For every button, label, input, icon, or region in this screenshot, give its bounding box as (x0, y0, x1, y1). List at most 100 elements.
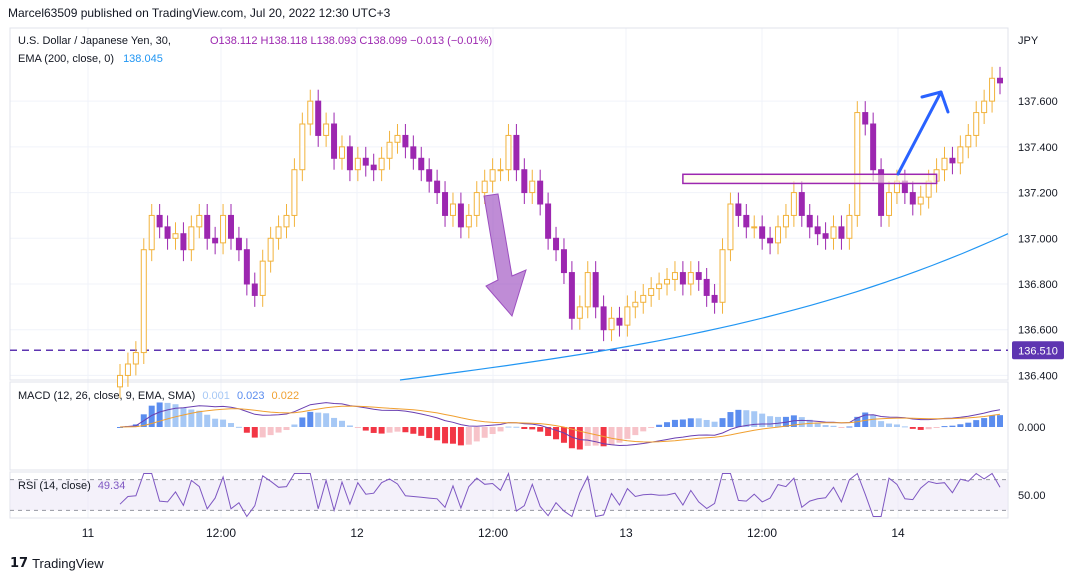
candle-body[interactable] (695, 272, 702, 280)
candle-body[interactable] (196, 214, 203, 228)
candle-body[interactable] (418, 157, 425, 171)
rsi-legend[interactable]: RSI (14, close) 49.34 (18, 480, 125, 492)
candle-body[interactable] (703, 278, 710, 296)
candle-body[interactable] (220, 214, 227, 244)
candle-body[interactable] (386, 141, 393, 159)
candle-body[interactable] (172, 233, 179, 239)
candle-body[interactable] (957, 146, 964, 164)
candle-body[interactable] (854, 112, 861, 216)
candle-body[interactable] (751, 226, 758, 229)
ema-legend[interactable]: EMA (200, close, 0) 138.045 (18, 53, 163, 65)
candle-body[interactable] (299, 123, 306, 171)
candle-body[interactable] (664, 278, 671, 285)
signal-line[interactable] (119, 405, 1001, 443)
candle-body[interactable] (687, 272, 694, 285)
candle-body[interactable] (949, 157, 956, 164)
candle-body[interactable] (870, 123, 877, 171)
candle-body[interactable] (917, 196, 924, 205)
candle-body[interactable] (378, 157, 385, 171)
candle-body[interactable] (180, 233, 187, 251)
candle-body[interactable] (941, 157, 948, 171)
candle-body[interactable] (513, 134, 520, 171)
candle-body[interactable] (997, 77, 1003, 84)
candle-body[interactable] (640, 294, 647, 303)
candle-body[interactable] (719, 249, 726, 303)
candle-body[interactable] (481, 180, 488, 194)
candle-body[interactable] (489, 169, 496, 182)
candle-body[interactable] (465, 214, 472, 228)
candle-body[interactable] (164, 226, 171, 239)
candle-body[interactable] (354, 157, 361, 171)
candle-body[interactable] (545, 203, 552, 239)
symbol-legend[interactable]: U.S. Dollar / Japanese Yen, 30, O138.112… (18, 35, 492, 47)
candle-body[interactable] (656, 283, 663, 290)
candle-body[interactable] (362, 157, 369, 166)
candle-body[interactable] (790, 192, 797, 216)
candle-body[interactable] (608, 317, 615, 331)
candle-body[interactable] (759, 226, 766, 239)
candle-body[interactable] (148, 214, 155, 251)
candle-body[interactable] (735, 203, 742, 216)
down-arrow-annotation[interactable] (483, 193, 527, 318)
candle-body[interactable] (497, 169, 504, 172)
candle-body[interactable] (124, 363, 131, 376)
candle-body[interactable] (394, 134, 401, 143)
candle-body[interactable] (767, 237, 774, 244)
candle-body[interactable] (521, 169, 528, 194)
candle-body[interactable] (442, 192, 449, 216)
candle-body[interactable] (275, 226, 282, 239)
candle-body[interactable] (822, 233, 829, 239)
candle-body[interactable] (973, 112, 980, 136)
candle-body[interactable] (370, 164, 377, 171)
candle-body[interactable] (576, 306, 583, 319)
candle-body[interactable] (624, 306, 631, 326)
candle-body[interactable] (878, 169, 885, 216)
macd-legend[interactable]: MACD (12, 26, close, 9, EMA, SMA) 0.001 … (18, 390, 299, 402)
candle-body[interactable] (267, 237, 274, 262)
candle-body[interactable] (204, 214, 211, 239)
candle-body[interactable] (568, 272, 575, 319)
candle-body[interactable] (846, 214, 853, 239)
candle-body[interactable] (402, 134, 409, 148)
candle-body[interactable] (775, 226, 782, 244)
candle-body[interactable] (632, 301, 639, 308)
candle-body[interactable] (830, 226, 837, 239)
candle-body[interactable] (243, 249, 250, 285)
candle-body[interactable] (529, 180, 536, 194)
candle-body[interactable] (798, 192, 805, 216)
candle-body[interactable] (965, 134, 972, 148)
candle-body[interactable] (505, 134, 512, 171)
candle-body[interactable] (473, 192, 480, 216)
candle-body[interactable] (862, 112, 869, 125)
candle-body[interactable] (331, 123, 338, 159)
candle-body[interactable] (989, 77, 996, 102)
candle-body[interactable] (251, 283, 258, 296)
candle-body[interactable] (743, 214, 750, 228)
candle-body[interactable] (188, 226, 195, 251)
ema-200-line[interactable] (399, 233, 1009, 381)
candle-body[interactable] (806, 214, 813, 228)
resistance-zone[interactable] (682, 173, 938, 185)
candle-body[interactable] (909, 192, 916, 205)
candle-body[interactable] (212, 237, 219, 244)
candle-body[interactable] (283, 214, 290, 228)
candle-body[interactable] (838, 226, 845, 239)
candle-body[interactable] (782, 214, 789, 228)
rsi-line[interactable] (119, 471, 1001, 518)
candle-body[interactable] (346, 146, 353, 171)
candle-body[interactable] (584, 272, 591, 308)
candle-body[interactable] (291, 169, 298, 216)
candle-body[interactable] (235, 237, 242, 251)
candle-body[interactable] (259, 260, 266, 296)
candle-body[interactable] (117, 374, 123, 388)
candle-body[interactable] (981, 100, 988, 114)
candle-body[interactable] (338, 146, 345, 159)
candle-body[interactable] (886, 192, 893, 216)
candle-body[interactable] (426, 169, 433, 182)
candle-body[interactable] (140, 249, 147, 354)
candle-body[interactable] (537, 180, 544, 205)
candle-body[interactable] (711, 294, 718, 303)
candle-body[interactable] (616, 317, 623, 326)
candle-body[interactable] (315, 100, 322, 136)
candle-body[interactable] (648, 288, 655, 296)
